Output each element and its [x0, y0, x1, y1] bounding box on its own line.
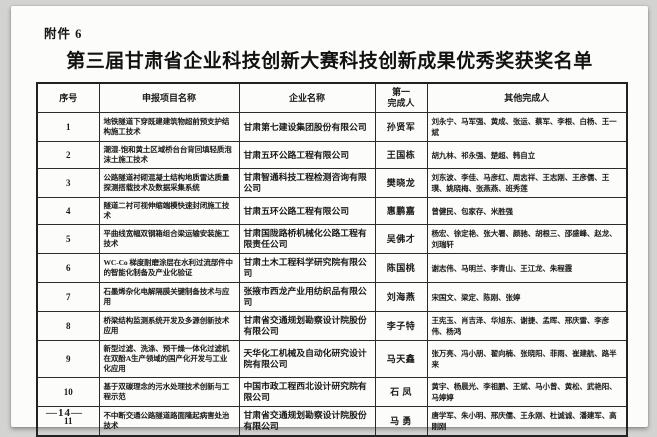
cell-first: 刘海燕 — [374, 282, 428, 312]
cell-first: 孙贤军 — [374, 112, 428, 142]
cell-first: 王国栋 — [374, 141, 428, 169]
table-row: 10 基于双碳理念的污水处理技术创新与工程示范 中国市政工程西北设计研究院有限公司石… — [36, 377, 628, 407]
cell-company: 甘肃五环公路工程有限公司 — [238, 197, 376, 225]
cell-company: 甘肃土木工程科学研究院有限公司 — [238, 253, 376, 283]
table-row: 5 平曲线宽幅双钢箱组合梁运输安装施工技术 甘肃国陇路桥机械化公路工程有限责任公司吴… — [36, 224, 628, 254]
cell-others: 宋国文、梁定、陈刚、张婷 — [426, 282, 628, 312]
cell-seq: 4 — [36, 197, 100, 225]
cell-first: 吴佛才 — [374, 224, 428, 254]
cell-others: 唐学军、朱小明、邢庆儒、王永刚、杜诚诚、潘建军、高刚刚 — [426, 406, 628, 437]
column-header-project: 申报项目名称 — [98, 82, 240, 113]
cell-company: 甘肃省交通规划勘察设计院股份有限公司 — [238, 311, 376, 341]
page-number: —14— — [46, 407, 83, 419]
cell-project: 公路隧道衬砌混凝土结构地质雷达质量探测搭载技术及数据采集系统 — [98, 168, 240, 198]
page-title: 第三届甘肃省企业科技创新大赛科技创新成果优秀奖获奖名单 — [66, 51, 593, 72]
cell-first: 陈国桃 — [374, 253, 428, 283]
table-row: 7 石墨烯杂化电解隔膜关键制备技术与应用 张掖市西龙产业用纺织品有限公司 刘海燕 宋国文… — [36, 282, 628, 312]
cell-first: 马 勇 — [374, 406, 428, 437]
table-header-row: 序号 申报项目名称 企业名称 第一 完成人 其他完成人 — [36, 82, 628, 113]
cell-seq: 2 — [36, 141, 100, 169]
cell-company: 甘肃第七建设集团股份有限公司 — [238, 112, 376, 142]
cell-others: 王宪玉、肖吉泽、华旭东、谢捷、孟晖、邢庆雷、李彦伟、杨鸿 — [426, 311, 628, 341]
cell-seq: 7 — [36, 282, 100, 312]
column-header-company: 企业名称 — [238, 82, 376, 113]
table-row: 4 隧道二衬可视伸缩端模快速封闭施工技术 甘肃五环公路工程有限公司 惠鹏嘉 曾健民、包家… — [36, 197, 628, 225]
cell-others: 曾健民、包家存、米胜强 — [426, 197, 628, 225]
cell-seq: 5 — [36, 224, 100, 254]
attachment-label: 附件 6 — [44, 27, 83, 41]
column-header-seq: 序号 — [36, 82, 100, 113]
table-body: 1 地铁隧道下穿既建建筑物超前预支护结构施工技术 甘肃第七建设集团股份有限公司 孙贤军… — [36, 112, 628, 437]
cell-company: 甘肃国陇路桥机械化公路工程有限责任公司 — [238, 224, 376, 254]
cell-seq: 9 — [36, 340, 100, 378]
cell-project: 新型过滤、洗涤、预干燥一体化过滤机在双酚A生产领域的国产化开发与工业化应用 — [98, 340, 240, 378]
cell-company: 甘肃智通科技工程检测咨询有限公司 — [238, 168, 376, 198]
cell-first: 樊晓龙 — [374, 168, 428, 198]
document-page: 附件 6 第三届甘肃省企业科技创新大赛科技创新成果优秀奖获奖名单 序号 申报项目… — [11, 6, 648, 437]
table-row: 11 不中断交通公路隧道路面隆起病害处治技术 甘肃省交通规划勘察设计院股份有限公司马… — [36, 406, 628, 437]
table-row: 9 新型过滤、洗涤、预干燥一体化过滤机在双酚A生产领域的国产化开发与工业化应用 天华… — [36, 340, 628, 378]
cell-project: 不中断交通公路隧道路面隆起病害处治技术 — [98, 406, 240, 437]
cell-others: 刘永宁、马军强、黄成、张运、蔡军、李根、白杨、王一斌 — [426, 112, 628, 142]
cell-others: 张万亮、冯小朋、翟向楠、张晓阳、菲雨、崔建航、路半来 — [426, 340, 628, 378]
cell-project: 地铁隧道下穿既建建筑物超前预支护结构施工技术 — [98, 112, 240, 142]
cell-company: 张掖市西龙产业用纺织品有限公司 — [238, 282, 376, 312]
table-row: 1 地铁隧道下穿既建建筑物超前预支护结构施工技术 甘肃第七建设集团股份有限公司 孙贤军… — [36, 112, 628, 142]
table-row: 6 WC-Co 梯度耐磨涂层在水利过流部件中的智能化制备及产业化验证 甘肃土木工程科… — [36, 253, 628, 283]
cell-company: 中国市政工程西北设计研究院有限公司 — [238, 377, 376, 407]
column-header-first-line2: 完成人 — [387, 98, 415, 108]
cell-project: 平曲线宽幅双钢箱组合梁运输安装施工技术 — [98, 224, 240, 254]
cell-seq: 8 — [36, 311, 100, 341]
cell-project: 基于双碳理念的污水处理技术创新与工程示范 — [98, 377, 240, 407]
cell-seq: 11 — [36, 406, 100, 437]
column-header-first-completer: 第一 完成人 — [374, 82, 428, 113]
cell-others: 谢志伟、马明兰、李青山、王江龙、朱程霞 — [426, 253, 628, 283]
cell-seq: 3 — [36, 168, 100, 198]
column-header-others: 其他完成人 — [426, 82, 628, 113]
cell-others: 刘东波、李佳、马彦红、周志祥、王志刚、王彦儒、王璞、姚晓梅、张燕燕、班秀莲 — [426, 168, 628, 198]
cell-project: 隧道二衬可视伸缩端模快速封闭施工技术 — [98, 197, 240, 225]
cell-seq: 1 — [36, 112, 100, 142]
cell-seq: 6 — [36, 253, 100, 283]
cell-others: 黄宇、杨晨光、李祖鹏、王斌、马小曾、黄松、武艳阳、马婷婷 — [426, 377, 628, 407]
cell-company: 甘肃省交通规划勘察设计院股份有限公司 — [238, 406, 376, 437]
cell-seq: 10 — [36, 377, 100, 407]
table-row: 3 公路隧道衬砌混凝土结构地质雷达质量探测搭载技术及数据采集系统 甘肃智通科技工程检… — [36, 168, 628, 198]
cell-project: 石墨烯杂化电解隔膜关键制备技术与应用 — [98, 282, 240, 312]
table-row: 2 潮湿-饱和黄土区域桥台台背回填轻质泡沫土施工技术 甘肃五环公路工程有限公司 王国栋… — [36, 141, 628, 169]
cell-first: 石 凤 — [374, 377, 428, 407]
cell-project: 潮湿-饱和黄土区域桥台台背回填轻质泡沫土施工技术 — [98, 141, 240, 169]
cell-others: 胡九林、祁永强、楚超、韩自立 — [426, 141, 628, 169]
table-row: 8 桥梁结构监测系统开发及多源创新技术应用 甘肃省交通规划勘察设计院股份有限公司 李子… — [36, 311, 628, 341]
cell-project: WC-Co 梯度耐磨涂层在水利过流部件中的智能化制备及产业化验证 — [98, 253, 240, 283]
cell-company: 甘肃五环公路工程有限公司 — [238, 141, 376, 169]
cell-project: 桥梁结构监测系统开发及多源创新技术应用 — [98, 311, 240, 341]
cell-first: 李子特 — [374, 311, 428, 341]
column-header-first-line1: 第一 — [391, 87, 410, 97]
cell-first: 惠鹏嘉 — [374, 197, 428, 225]
cell-company: 天华化工机械及自动化研究设计院有限公司 — [238, 340, 376, 378]
cell-others: 杨宏、徐定艳、张大署、颜驰、胡根三、邵盛峰、赵龙、刘瑞轩 — [426, 224, 628, 254]
awards-table: 序号 申报项目名称 企业名称 第一 完成人 其他完成人 1 地铁隧道下穿既建建筑物超… — [36, 82, 628, 437]
cell-first: 马天鑫 — [374, 340, 428, 378]
